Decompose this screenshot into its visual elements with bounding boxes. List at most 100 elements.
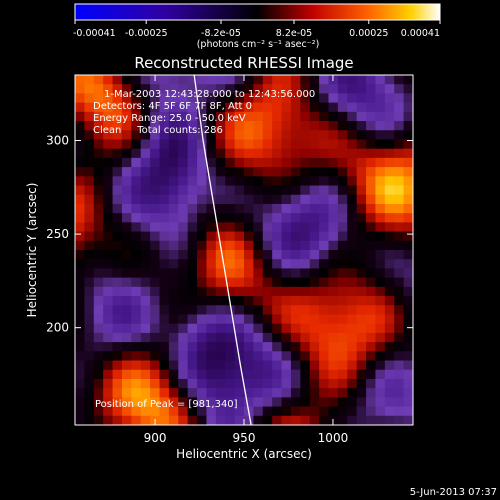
heatmap-cell xyxy=(375,213,386,223)
heatmap-cell xyxy=(215,369,226,380)
heatmap-cell xyxy=(253,167,264,177)
heatmap-cell xyxy=(75,250,85,260)
heatmap-cell xyxy=(272,388,283,398)
heatmap-cell xyxy=(366,167,377,177)
heatmap-cell xyxy=(93,130,104,141)
heatmap-cell xyxy=(300,286,311,297)
heatmap-cell xyxy=(225,231,236,242)
heatmap-cell xyxy=(159,305,170,316)
heatmap-cell xyxy=(103,342,114,352)
heatmap-cell xyxy=(290,360,301,371)
heatmap-cell xyxy=(197,342,208,352)
heatmap-cell xyxy=(84,406,95,417)
heatmap-cell xyxy=(375,222,386,233)
heatmap-cell xyxy=(225,342,236,352)
heatmap-cell xyxy=(328,369,339,380)
heatmap-cell xyxy=(103,102,114,113)
heatmap-cell xyxy=(319,167,330,177)
heatmap-cell xyxy=(140,231,151,242)
heatmap-cell xyxy=(103,259,114,270)
heatmap-cell xyxy=(319,139,330,150)
heatmap-cell xyxy=(84,268,95,279)
heatmap-cell xyxy=(328,130,339,141)
heatmap-cell xyxy=(290,305,301,316)
heatmap-cell xyxy=(253,360,264,371)
heatmap-cell xyxy=(75,203,85,214)
heatmap-cell xyxy=(178,130,189,141)
heatmap-cell xyxy=(140,139,151,150)
heatmap-cell xyxy=(281,185,292,196)
heatmap-cell xyxy=(121,167,132,177)
heatmap-cell xyxy=(281,203,292,214)
heatmap-cell xyxy=(319,250,330,260)
heatmap-cell xyxy=(384,369,395,380)
heatmap-cell xyxy=(75,157,85,168)
heatmap-cell xyxy=(366,250,377,260)
heatmap-cell xyxy=(319,240,330,251)
heatmap-cell xyxy=(150,203,161,214)
heatmap-cell xyxy=(394,84,405,95)
heatmap-cell xyxy=(197,323,208,334)
heatmap-cell xyxy=(168,139,179,150)
heatmap-cell xyxy=(234,296,245,306)
heatmap-cell xyxy=(159,388,170,398)
heatmap-cell xyxy=(103,111,114,122)
heatmap-cell xyxy=(253,277,264,288)
heatmap-cell xyxy=(131,305,142,316)
heatmap-cell xyxy=(262,286,273,297)
heatmap-cell xyxy=(394,323,405,334)
heatmap-cell xyxy=(366,268,377,279)
heatmap-cell xyxy=(337,397,348,408)
heatmap-cell xyxy=(215,305,226,316)
heatmap-cell xyxy=(121,342,132,352)
heatmap-cell xyxy=(140,397,151,408)
heatmap-cell xyxy=(112,305,123,316)
heatmap-cell xyxy=(262,222,273,233)
heatmap-cell xyxy=(84,75,95,85)
heatmap-cell xyxy=(234,378,245,389)
heatmap-cell xyxy=(84,213,95,223)
heatmap-cell xyxy=(93,185,104,196)
heatmap-cell xyxy=(375,111,386,122)
heatmap-cell xyxy=(375,406,386,417)
heatmap-cell xyxy=(75,406,85,417)
heatmap-cell xyxy=(121,259,132,270)
heatmap-cell xyxy=(309,369,320,380)
heatmap-cell xyxy=(366,130,377,141)
heatmap-cell xyxy=(262,203,273,214)
heatmap-cell xyxy=(168,332,179,343)
heatmap-cell xyxy=(337,75,348,85)
heatmap-cell xyxy=(384,360,395,371)
heatmap-cell xyxy=(356,130,367,141)
heatmap-cell xyxy=(366,286,377,297)
heatmap-cell xyxy=(187,351,198,362)
heatmap-cell xyxy=(253,231,264,242)
heatmap-cell xyxy=(93,388,104,398)
heatmap-cell xyxy=(375,268,386,279)
heatmap-cell xyxy=(206,286,217,297)
heatmap-cell xyxy=(356,406,367,417)
heatmap-cell xyxy=(319,84,330,95)
heatmap-cell xyxy=(328,259,339,270)
heatmap-cell xyxy=(337,259,348,270)
heatmap-cell xyxy=(178,305,189,316)
heatmap-cell xyxy=(150,167,161,177)
heatmap-cell xyxy=(225,139,236,150)
heatmap-cell xyxy=(84,314,95,325)
heatmap-cell xyxy=(178,240,189,251)
heatmap-cell xyxy=(337,369,348,380)
heatmap-cell xyxy=(178,323,189,334)
heatmap-cell xyxy=(234,139,245,150)
heatmap-cell xyxy=(300,111,311,122)
heatmap-cell xyxy=(112,296,123,306)
heatmap-cell xyxy=(356,84,367,95)
heatmap-cell xyxy=(168,296,179,306)
heatmap-cell xyxy=(131,75,142,85)
heatmap-cell xyxy=(75,121,85,131)
heatmap-cell xyxy=(337,157,348,168)
heatmap-cell xyxy=(290,296,301,306)
heatmap-cell xyxy=(309,213,320,223)
heatmap-cell xyxy=(131,102,142,113)
heatmap-cell xyxy=(150,121,161,131)
